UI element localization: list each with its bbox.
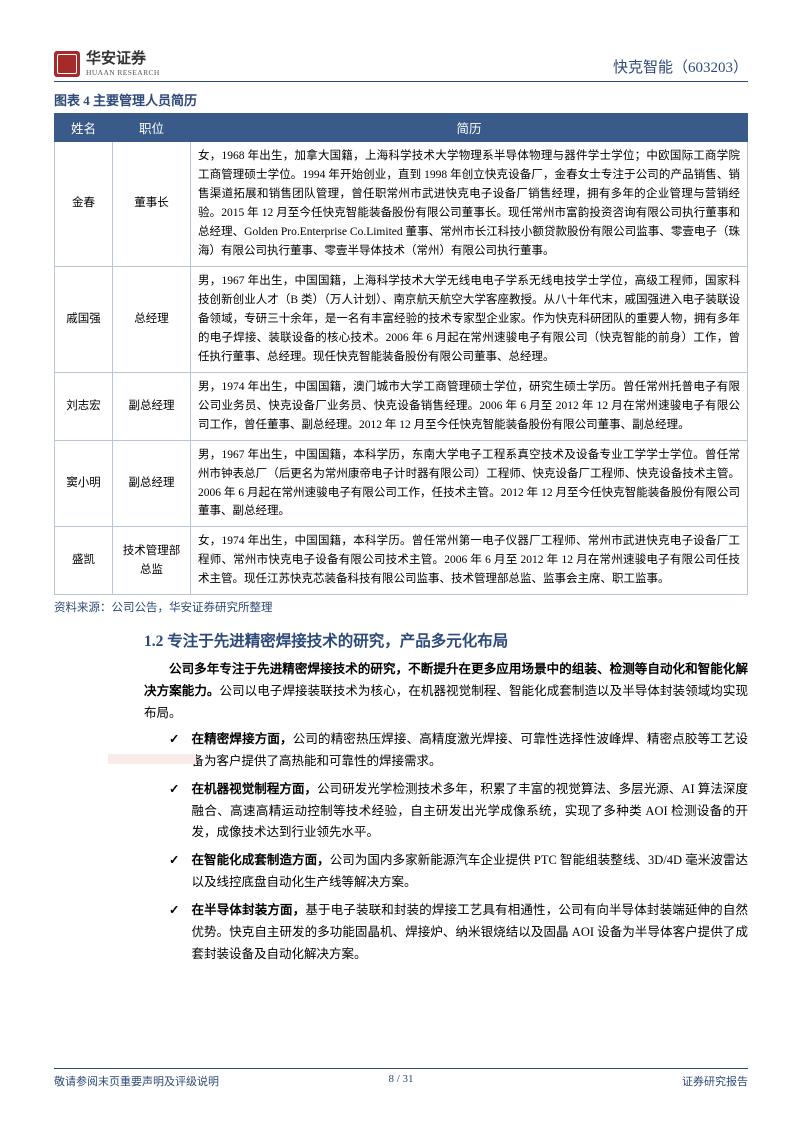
check-icon: ✓ [169, 779, 179, 845]
cell-name: 盛凯 [55, 527, 113, 595]
footer-left: 敬请参阅末页重要声明及评级说明 [54, 1073, 219, 1089]
stock-title: 快克智能（603203） [613, 56, 748, 77]
cell-name: 刘志宏 [55, 372, 113, 440]
cell-bio: 男，1967 年出生，中国国籍，本科学历，东南大学电子工程系真空技术及设备专业工… [191, 440, 748, 527]
cell-position: 董事长 [113, 142, 191, 267]
page-number: 8 / 31 [388, 1073, 413, 1085]
cell-name: 戚国强 [55, 266, 113, 372]
cell-position: 总经理 [113, 266, 191, 372]
cell-bio: 女，1968 年出生，加拿大国籍，上海科学技术大学物理系半导体物理与器件学士学位… [191, 142, 748, 267]
bullet-head: 在精密焊接方面， [191, 732, 292, 746]
page-header: 华安证券 HUAAN RESEARCH 快克智能（603203） [54, 48, 748, 82]
page-footer: 敬请参阅末页重要声明及评级说明 8 / 31 证券研究报告 [54, 1068, 748, 1089]
cell-position: 技术管理部总监 [113, 527, 191, 595]
logo-subtext: HUAAN RESEARCH [86, 68, 160, 77]
figure-title: 图表 4 主要管理人员简历 [54, 90, 748, 109]
table-source: 资料来源：公司公告，华安证券研究所整理 [54, 599, 748, 615]
table-row: 窦小明 副总经理 男，1967 年出生，中国国籍，本科学历，东南大学电子工程系真… [55, 440, 748, 527]
cell-position: 副总经理 [113, 440, 191, 527]
check-icon: ✓ [169, 729, 179, 773]
th-bio: 简历 [191, 114, 748, 142]
bullet-head: 在半导体封装方面， [191, 903, 305, 917]
cell-bio: 男，1967 年出生，中国国籍，上海科学技术大学无线电电子学系无线电技学士学位，… [191, 266, 748, 372]
table-body: 金春 董事长 女，1968 年出生，加拿大国籍，上海科学技术大学物理系半导体物理… [55, 142, 748, 595]
table-row: 金春 董事长 女，1968 年出生，加拿大国籍，上海科学技术大学物理系半导体物理… [55, 142, 748, 267]
cell-bio: 男，1974 年出生，中国国籍，澳门城市大学工商管理硕士学位，研究生硕士学历。曾… [191, 372, 748, 440]
section-paragraph: 公司多年专注于先进精密焊接技术的研究，不断提升在更多应用场景中的组装、检测等自动… [144, 659, 748, 725]
check-icon: ✓ [169, 900, 179, 966]
footer-right: 证券研究报告 [682, 1073, 748, 1089]
table-row: 盛凯 技术管理部总监 女，1974 年出生，中国国籍，本科学历。曾任常州第一电子… [55, 527, 748, 595]
check-icon: ✓ [169, 850, 179, 894]
bullet-item: ✓ 在半导体封装方面，基于电子装联和封装的焊接工艺具有相通性，公司有向半导体封装… [169, 900, 748, 966]
section-title: 1.2 专注于先进精密焊接技术的研究，产品多元化布局 [144, 629, 748, 651]
th-position: 职位 [113, 114, 191, 142]
bullet-list: ✓ 在精密焊接方面，公司的精密热压焊接、高精度激光焊接、可靠性选择性波峰焊、精密… [144, 729, 748, 966]
margin-decoration [108, 754, 196, 764]
logo-block: 华安证券 HUAAN RESEARCH [54, 51, 160, 77]
bullet-head: 在机器视觉制程方面， [191, 782, 317, 796]
section-1-2: 1.2 专注于先进精密焊接技术的研究，产品多元化布局 公司多年专注于先进精密焊接… [54, 629, 748, 965]
th-name: 姓名 [55, 114, 113, 142]
cell-position: 副总经理 [113, 372, 191, 440]
content-area: 图表 4 主要管理人员简历 姓名 职位 简历 金春 董事长 女，1968 年出生… [54, 90, 748, 972]
cell-bio: 女，1974 年出生，中国国籍，本科学历。曾任常州第一电子仪器厂工程师、常州市武… [191, 527, 748, 595]
bullet-head: 在智能化成套制造方面， [191, 853, 329, 867]
cell-name: 窦小明 [55, 440, 113, 527]
cell-name: 金春 [55, 142, 113, 267]
logo-text: 华安证券 [86, 51, 160, 68]
table-row: 刘志宏 副总经理 男，1974 年出生，中国国籍，澳门城市大学工商管理硕士学位，… [55, 372, 748, 440]
bullet-item: ✓ 在机器视觉制程方面，公司研发光学检测技术多年，积累了丰富的视觉算法、多层光源… [169, 779, 748, 845]
para-tail: 公司以电子焊接装联技术为核心，在机器视觉制程、智能化成套制造以及半导体封装领域均… [144, 684, 748, 720]
table-row: 戚国强 总经理 男，1967 年出生，中国国籍，上海科学技术大学无线电电子学系无… [55, 266, 748, 372]
management-table: 姓名 职位 简历 金春 董事长 女，1968 年出生，加拿大国籍，上海科学技术大… [54, 113, 748, 595]
bullet-item: ✓ 在智能化成套制造方面，公司为国内多家新能源汽车企业提供 PTC 智能组装整线… [169, 850, 748, 894]
logo-icon [54, 51, 80, 77]
bullet-item: ✓ 在精密焊接方面，公司的精密热压焊接、高精度激光焊接、可靠性选择性波峰焊、精密… [169, 729, 748, 773]
